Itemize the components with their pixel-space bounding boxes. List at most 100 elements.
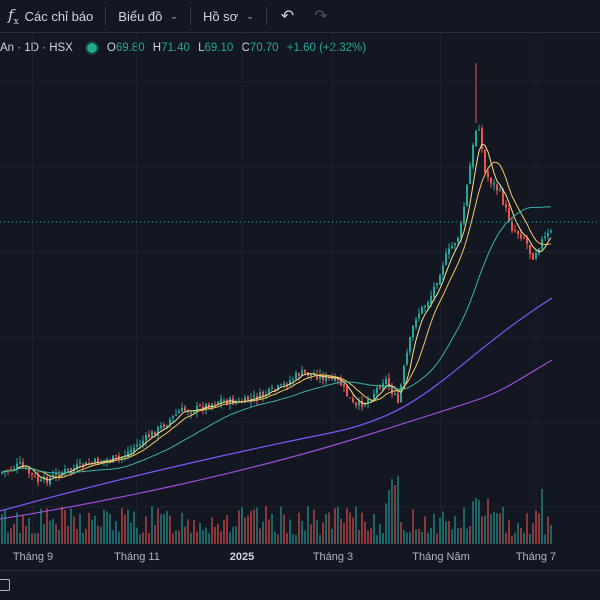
- candle-body: [436, 283, 438, 286]
- candle-body: [505, 204, 507, 208]
- volume-bar: [43, 524, 45, 544]
- volume-bar: [97, 525, 99, 544]
- volume-bar: [10, 528, 12, 544]
- chart-menu-button[interactable]: Biểu đồ ⌄: [110, 0, 186, 33]
- volume-bar: [139, 534, 141, 544]
- volume-bar: [199, 522, 201, 544]
- candle-body: [331, 376, 333, 380]
- candle-body: [181, 407, 183, 412]
- candle-body: [40, 479, 42, 482]
- undo-button[interactable]: ↶: [271, 0, 304, 33]
- volume-bar: [52, 518, 54, 544]
- volume-bar: [118, 531, 120, 544]
- candle-body: [340, 379, 342, 386]
- function-icon: fx: [8, 5, 19, 27]
- volume-bar: [412, 509, 414, 544]
- volume-bar: [85, 528, 87, 544]
- volume-bar: [226, 514, 228, 544]
- volume-bar: [550, 524, 552, 544]
- volume-bar: [367, 530, 369, 544]
- volume-bar: [523, 532, 525, 544]
- volume-bar: [517, 523, 519, 544]
- candle-body: [13, 468, 15, 470]
- price-chart[interactable]: [0, 33, 600, 545]
- volume-bar: [232, 526, 234, 544]
- volume-bar: [241, 507, 243, 544]
- candle-body: [322, 374, 324, 380]
- candle-body: [469, 165, 471, 184]
- ma-line: [1, 161, 552, 479]
- candle-body: [139, 444, 141, 446]
- candle-body: [154, 431, 156, 436]
- candle-body: [358, 401, 360, 406]
- volume-bar: [373, 513, 375, 544]
- volume-bar: [235, 526, 237, 544]
- candle-body: [202, 406, 204, 411]
- candle-body: [271, 387, 273, 389]
- candle-body: [49, 477, 51, 485]
- volume-bar: [184, 526, 186, 544]
- candle-body: [274, 388, 276, 391]
- volume-bar: [208, 533, 210, 544]
- volume-bar: [157, 508, 159, 544]
- candle-body: [172, 415, 174, 418]
- volume-bar: [40, 508, 42, 544]
- volume-bar: [352, 517, 354, 544]
- volume-bar: [136, 527, 138, 544]
- ma-line: [0, 297, 553, 512]
- volume-bar: [211, 517, 213, 544]
- indicators-button[interactable]: fx Các chỉ báo: [0, 0, 101, 33]
- time-axis[interactable]: Tháng 9 Tháng 11 2025 Tháng 3 Tháng Năm …: [0, 545, 600, 569]
- candle-body: [163, 424, 165, 428]
- candle-body: [409, 337, 411, 352]
- redo-button[interactable]: ↷: [304, 0, 337, 33]
- candle-body: [1, 472, 3, 474]
- candle-body: [301, 370, 303, 376]
- candle-body: [304, 369, 306, 373]
- candle-body: [223, 400, 225, 402]
- volume-bar: [460, 527, 462, 544]
- candle-body: [547, 232, 549, 237]
- volume-bar: [292, 534, 294, 544]
- volume-bar: [46, 508, 48, 544]
- volume-bar: [268, 519, 270, 544]
- volume-bar: [394, 484, 396, 544]
- candle-body: [22, 462, 24, 468]
- indicators-label: Các chỉ báo: [24, 8, 94, 24]
- candle-body: [166, 425, 168, 428]
- candle-body: [298, 373, 300, 376]
- volume-bar: [538, 513, 540, 544]
- volume-bar: [379, 523, 381, 544]
- candle-body: [352, 398, 354, 403]
- volume-bar: [223, 520, 225, 544]
- volume-bar: [376, 535, 378, 544]
- volume-bar: [487, 498, 489, 544]
- candle-body: [487, 172, 489, 178]
- volume-bar: [67, 525, 69, 544]
- volume-bar: [436, 533, 438, 544]
- x-tick-label: Tháng 3: [312, 551, 354, 563]
- candle-body: [520, 233, 522, 239]
- volume-bar: [16, 512, 18, 544]
- candle-body: [199, 405, 201, 407]
- volume-bar: [442, 511, 444, 544]
- volume-bar: [238, 510, 240, 544]
- calendar-icon[interactable]: [0, 579, 10, 591]
- candle-body: [388, 378, 390, 387]
- volume-bar: [547, 516, 549, 544]
- candle-body: [334, 377, 336, 381]
- symbol-title[interactable]: An · 1D · HSX: [0, 42, 73, 54]
- candle-body: [481, 128, 483, 149]
- volume-bar: [49, 520, 51, 544]
- chevron-down-icon: ⌄: [246, 10, 254, 21]
- candle-body: [175, 414, 177, 416]
- volume-bar: [253, 509, 255, 544]
- candle-body: [502, 189, 504, 205]
- candle-body: [427, 302, 429, 307]
- volume-bar: [214, 526, 216, 544]
- volume-bar: [439, 517, 441, 544]
- volume-bar: [397, 476, 399, 544]
- candle-body: [475, 130, 477, 147]
- candle-body: [214, 404, 216, 406]
- profile-menu-button[interactable]: Hồ sơ ⌄: [195, 0, 262, 33]
